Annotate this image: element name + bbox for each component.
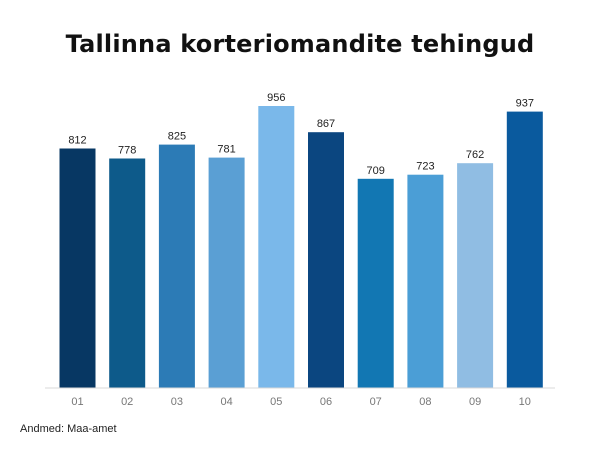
bar-08: [407, 174, 444, 388]
value-label-04: 781: [217, 144, 235, 156]
bar-10: [506, 111, 543, 388]
x-tick-label-04: 04: [220, 396, 232, 408]
value-label-10: 937: [516, 98, 534, 110]
bar-09: [457, 163, 494, 388]
x-tick-label-07: 07: [370, 396, 382, 408]
bar-02: [109, 158, 146, 388]
bar-03: [158, 144, 195, 388]
x-tick-label-01: 01: [71, 396, 83, 408]
x-tick-label-08: 08: [419, 396, 431, 408]
x-tick-label-09: 09: [469, 396, 481, 408]
bar-05: [258, 106, 295, 388]
value-label-05: 956: [267, 92, 285, 104]
value-label-03: 825: [168, 131, 186, 143]
x-tick-label-03: 03: [171, 396, 183, 408]
bar-07: [357, 178, 394, 388]
source-note: Andmed: Maa-amet: [20, 423, 117, 435]
value-label-09: 762: [466, 149, 484, 161]
bar-06: [308, 132, 344, 388]
value-label-07: 709: [367, 165, 385, 177]
value-label-02: 778: [118, 145, 136, 157]
chart-title: Tallinna korteriomandite tehingud: [65, 30, 535, 58]
value-label-06: 867: [317, 118, 335, 130]
x-tick-label-06: 06: [320, 396, 332, 408]
x-tick-label-10: 10: [519, 396, 531, 408]
bar-04: [208, 157, 245, 388]
bars-layer: 812 01 778 02 825 03 781 04 956 05 867 06 709 07 723 08…: [59, 92, 543, 408]
value-label-08: 723: [416, 161, 434, 173]
x-tick-label-02: 02: [121, 396, 133, 408]
value-label-01: 812: [68, 135, 86, 147]
x-tick-label-05: 05: [270, 396, 282, 408]
bar-01: [59, 148, 96, 388]
